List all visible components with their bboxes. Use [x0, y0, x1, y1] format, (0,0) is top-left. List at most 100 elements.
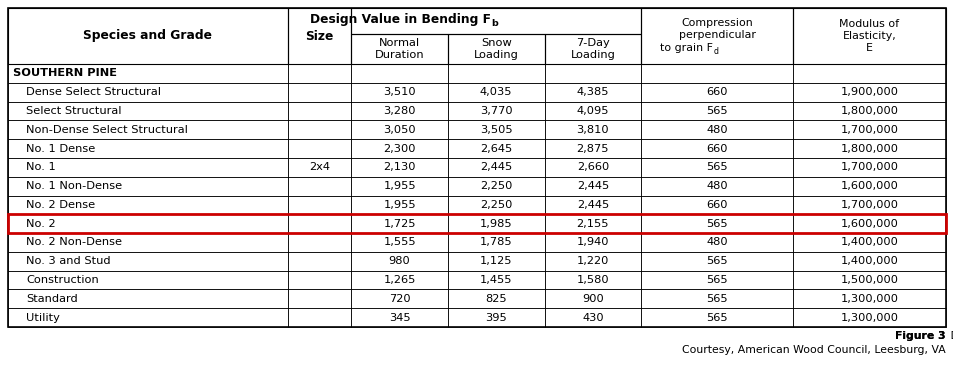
- Bar: [8, 308, 287, 327]
- Bar: [351, 270, 448, 289]
- Bar: [351, 214, 448, 233]
- Bar: [351, 120, 448, 139]
- Text: 825: 825: [485, 294, 506, 304]
- Bar: [640, 196, 792, 214]
- Text: 1,785: 1,785: [479, 238, 512, 248]
- Bar: [8, 64, 287, 83]
- Bar: [287, 158, 351, 177]
- Text: 1,400,000: 1,400,000: [840, 256, 898, 266]
- Bar: [287, 196, 351, 214]
- Text: Non-Dense Select Structural: Non-Dense Select Structural: [26, 125, 188, 135]
- Bar: [287, 233, 351, 252]
- Text: 1,220: 1,220: [576, 256, 608, 266]
- Text: Design Values Joist and Rafters, 2005: Design Values Joist and Rafters, 2005: [946, 331, 953, 341]
- Text: 480: 480: [705, 125, 727, 135]
- Bar: [448, 252, 544, 270]
- Bar: [287, 101, 351, 120]
- Text: Snow
Loading: Snow Loading: [474, 38, 518, 60]
- Bar: [448, 139, 544, 158]
- Text: 660: 660: [705, 144, 727, 154]
- Bar: [792, 101, 945, 120]
- Text: 1,300,000: 1,300,000: [840, 294, 898, 304]
- Bar: [792, 308, 945, 327]
- Bar: [544, 83, 640, 101]
- Text: 2,250: 2,250: [479, 181, 512, 191]
- Bar: [351, 64, 448, 83]
- Bar: [544, 158, 640, 177]
- Text: Normal
Duration: Normal Duration: [375, 38, 424, 60]
- Text: 3,505: 3,505: [479, 125, 512, 135]
- Text: 565: 565: [705, 275, 727, 285]
- Bar: [792, 120, 945, 139]
- Bar: [792, 196, 945, 214]
- Bar: [640, 270, 792, 289]
- Text: SOUTHERN PINE: SOUTHERN PINE: [13, 68, 117, 78]
- Bar: [640, 177, 792, 196]
- Bar: [792, 158, 945, 177]
- Bar: [448, 214, 544, 233]
- Bar: [544, 308, 640, 327]
- Text: 1,400,000: 1,400,000: [840, 238, 898, 248]
- Bar: [640, 8, 792, 64]
- Bar: [8, 120, 287, 139]
- Bar: [792, 270, 945, 289]
- Text: Compression
perpendicular: Compression perpendicular: [678, 18, 755, 40]
- Text: 345: 345: [389, 313, 410, 323]
- Text: 1,265: 1,265: [383, 275, 416, 285]
- Bar: [448, 120, 544, 139]
- Text: 480: 480: [705, 181, 727, 191]
- Bar: [448, 289, 544, 308]
- Text: 1,725: 1,725: [383, 219, 416, 229]
- Text: 3,770: 3,770: [479, 106, 512, 116]
- Text: No. 2 Dense: No. 2 Dense: [26, 200, 95, 210]
- Text: 1,600,000: 1,600,000: [840, 181, 898, 191]
- Text: 4,095: 4,095: [576, 106, 608, 116]
- Text: 3,280: 3,280: [383, 106, 416, 116]
- Bar: [351, 308, 448, 327]
- Text: 395: 395: [485, 313, 507, 323]
- Text: 660: 660: [705, 87, 727, 97]
- Bar: [351, 158, 448, 177]
- Text: 660: 660: [705, 200, 727, 210]
- Text: Modulus of
Elasticity,
E: Modulus of Elasticity, E: [839, 20, 899, 53]
- Bar: [351, 196, 448, 214]
- Text: Courtesy, American Wood Council, Leesburg, VA: Courtesy, American Wood Council, Leesbur…: [681, 345, 945, 355]
- Text: Figure 3: Figure 3: [895, 331, 945, 341]
- Text: 1,940: 1,940: [576, 238, 608, 248]
- Text: to grain F: to grain F: [659, 43, 713, 53]
- Bar: [8, 196, 287, 214]
- Text: 480: 480: [705, 238, 727, 248]
- Bar: [8, 8, 287, 64]
- Bar: [351, 83, 448, 101]
- Text: Construction: Construction: [26, 275, 99, 285]
- Bar: [544, 252, 640, 270]
- Bar: [792, 177, 945, 196]
- Bar: [8, 177, 287, 196]
- Bar: [640, 233, 792, 252]
- Text: 1,955: 1,955: [383, 181, 416, 191]
- Bar: [448, 101, 544, 120]
- Text: 1,800,000: 1,800,000: [840, 144, 898, 154]
- Bar: [287, 308, 351, 327]
- Text: Size: Size: [305, 30, 334, 42]
- Bar: [448, 270, 544, 289]
- Text: 1,555: 1,555: [383, 238, 416, 248]
- Text: Select Structural: Select Structural: [26, 106, 121, 116]
- Text: 1,125: 1,125: [479, 256, 512, 266]
- Bar: [640, 120, 792, 139]
- Text: 565: 565: [705, 219, 727, 229]
- Bar: [351, 177, 448, 196]
- Bar: [448, 233, 544, 252]
- Text: 3,510: 3,510: [383, 87, 416, 97]
- Text: 2,875: 2,875: [576, 144, 608, 154]
- Bar: [544, 214, 640, 233]
- Bar: [287, 270, 351, 289]
- Bar: [287, 214, 351, 233]
- Bar: [351, 101, 448, 120]
- Text: 1,455: 1,455: [479, 275, 512, 285]
- Text: 2,445: 2,445: [479, 162, 512, 172]
- Bar: [640, 158, 792, 177]
- Bar: [8, 289, 287, 308]
- Bar: [8, 139, 287, 158]
- Text: 1,800,000: 1,800,000: [840, 106, 898, 116]
